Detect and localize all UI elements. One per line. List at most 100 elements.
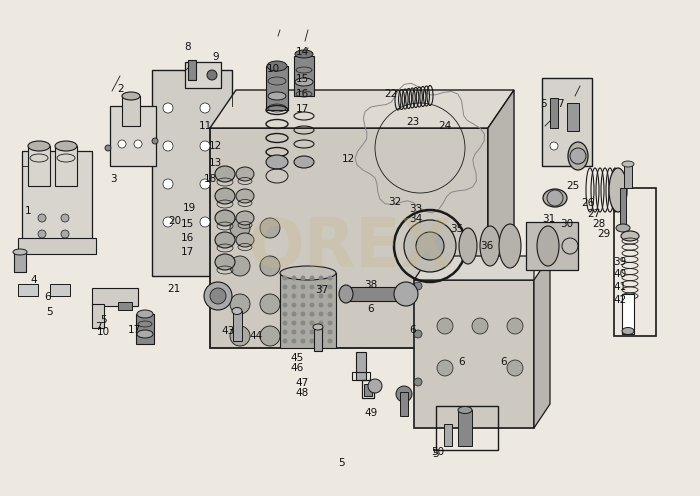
Circle shape xyxy=(309,338,314,344)
Circle shape xyxy=(291,275,297,281)
Ellipse shape xyxy=(28,141,50,151)
Bar xyxy=(620,188,626,226)
Text: 5: 5 xyxy=(46,308,52,317)
Text: 32: 32 xyxy=(389,197,401,207)
Bar xyxy=(526,222,578,270)
Ellipse shape xyxy=(295,78,313,86)
Circle shape xyxy=(547,190,563,206)
Text: 11: 11 xyxy=(199,122,212,131)
Circle shape xyxy=(328,329,332,334)
Circle shape xyxy=(291,329,297,334)
Circle shape xyxy=(414,378,422,386)
Bar xyxy=(18,238,96,254)
Bar xyxy=(622,294,634,334)
Circle shape xyxy=(105,145,111,151)
Text: 8: 8 xyxy=(184,42,191,52)
Bar xyxy=(18,284,38,296)
Circle shape xyxy=(210,288,226,304)
Circle shape xyxy=(283,294,288,299)
Bar xyxy=(364,384,372,396)
Text: 12: 12 xyxy=(342,154,355,164)
Text: 2: 2 xyxy=(117,84,124,94)
Bar xyxy=(356,352,366,380)
Bar xyxy=(188,60,196,80)
Circle shape xyxy=(318,303,323,308)
Ellipse shape xyxy=(215,210,235,226)
Ellipse shape xyxy=(543,189,567,207)
Circle shape xyxy=(283,311,288,316)
Bar xyxy=(542,78,592,166)
Circle shape xyxy=(291,338,297,344)
Ellipse shape xyxy=(313,324,323,330)
Circle shape xyxy=(163,179,173,189)
Text: 34: 34 xyxy=(410,214,422,224)
Circle shape xyxy=(163,141,173,151)
Text: 41: 41 xyxy=(614,282,626,292)
Text: 20: 20 xyxy=(169,216,181,226)
Circle shape xyxy=(134,140,142,148)
Text: 31: 31 xyxy=(542,214,555,224)
Polygon shape xyxy=(488,90,514,348)
Circle shape xyxy=(328,294,332,299)
Ellipse shape xyxy=(339,285,353,303)
Circle shape xyxy=(416,232,444,260)
Ellipse shape xyxy=(480,226,500,266)
Ellipse shape xyxy=(236,233,254,247)
Circle shape xyxy=(230,256,250,276)
Circle shape xyxy=(300,303,305,308)
Ellipse shape xyxy=(499,224,521,268)
Bar xyxy=(444,424,452,446)
Ellipse shape xyxy=(609,168,627,212)
Text: 17: 17 xyxy=(128,325,141,335)
Circle shape xyxy=(61,230,69,238)
Ellipse shape xyxy=(266,155,288,169)
Text: 18: 18 xyxy=(204,174,216,184)
Circle shape xyxy=(318,285,323,290)
Bar xyxy=(614,188,656,336)
Circle shape xyxy=(437,318,453,334)
Circle shape xyxy=(283,303,288,308)
Circle shape xyxy=(309,285,314,290)
Text: 25: 25 xyxy=(566,181,579,191)
Bar xyxy=(110,106,156,166)
Circle shape xyxy=(309,311,314,316)
Circle shape xyxy=(368,379,382,393)
Ellipse shape xyxy=(267,61,287,71)
Circle shape xyxy=(283,338,288,344)
Bar xyxy=(50,284,70,296)
Bar xyxy=(233,311,242,341)
Circle shape xyxy=(300,275,305,281)
Circle shape xyxy=(260,326,280,346)
Text: 14: 14 xyxy=(296,47,309,57)
Circle shape xyxy=(291,294,297,299)
Bar xyxy=(152,70,232,276)
Circle shape xyxy=(309,329,314,334)
Bar xyxy=(185,62,221,88)
Circle shape xyxy=(414,330,422,338)
Bar xyxy=(136,314,154,344)
Circle shape xyxy=(318,294,323,299)
Text: OREX: OREX xyxy=(248,215,452,281)
Bar xyxy=(567,103,579,131)
Text: 43: 43 xyxy=(222,326,235,336)
Circle shape xyxy=(570,148,586,164)
Ellipse shape xyxy=(459,228,477,264)
Ellipse shape xyxy=(294,156,314,168)
Circle shape xyxy=(309,294,314,299)
Bar xyxy=(92,304,104,328)
Text: 16: 16 xyxy=(181,233,194,243)
Ellipse shape xyxy=(295,50,313,58)
Text: 16: 16 xyxy=(296,89,309,99)
Circle shape xyxy=(283,320,288,325)
Bar xyxy=(266,66,288,110)
Text: 6: 6 xyxy=(410,325,416,335)
Circle shape xyxy=(200,179,210,189)
Text: 10: 10 xyxy=(97,327,110,337)
Circle shape xyxy=(550,142,558,150)
Text: 5: 5 xyxy=(432,449,439,459)
Text: 4: 4 xyxy=(30,275,37,285)
Circle shape xyxy=(309,275,314,281)
Text: 48: 48 xyxy=(296,388,309,398)
Bar xyxy=(92,288,138,306)
Bar xyxy=(118,302,132,310)
